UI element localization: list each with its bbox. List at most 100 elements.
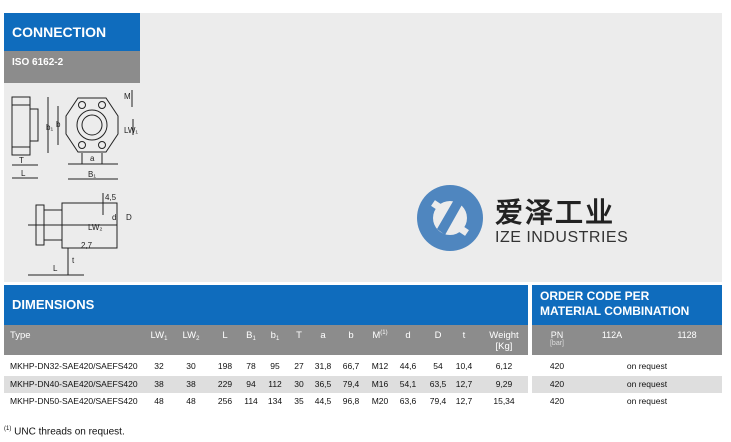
table-cell: 9,29 [495,378,513,389]
svg-text:b: b [56,120,61,129]
column-header: M(1) [372,330,388,342]
table-cell: M16 [371,378,389,389]
table-cell: 63,6 [399,396,417,406]
svg-text:L: L [53,264,58,273]
table-cell: 35 [294,396,304,406]
table-cell: 79,4 [429,396,447,406]
table-cell: 94 [246,378,256,389]
column-header: a [320,330,326,341]
table-cell: 36,5 [314,378,332,389]
svg-text:D: D [126,213,132,222]
table-cell: 12,7 [455,378,473,389]
logo-chinese-text: 爱泽工业 [495,197,616,228]
table-row: MKHP-DN50-SAE420/SAEFS420 48 48 256 114 134 35… [4,393,528,410]
table-cell: 30 [294,378,304,389]
svg-text:B₁: B₁ [88,170,96,179]
table-cell: MKHP-DN32-SAE420/SAEFS420 [10,361,138,371]
footnote: (1) UNC threads on request. [4,426,125,437]
col-1128-header: 1128 [677,330,697,340]
table-cell: 96,8 [342,396,360,406]
table-cell: 114 [244,396,258,406]
order-code-value: on request [626,361,668,371]
column-header: LW2 [182,330,200,342]
svg-text:a: a [90,154,95,163]
table-cell: M12 [371,361,389,371]
table-cell: 38 [186,378,196,389]
svg-text:LW₂: LW₂ [88,223,103,232]
order-code-row: 420 on request [532,358,722,375]
table-cell: 256 [217,396,233,406]
table-cell: MKHP-DN50-SAE420/SAEFS420 [10,396,138,406]
footnote-text: UNC threads on request. [14,426,125,438]
table-row: MKHP-DN32-SAE420/SAEFS420 32 30 198 78 95 27 31… [4,358,528,375]
pn-value: 420 [549,396,565,406]
order-code-row: 420 on request [532,393,722,410]
svg-text:2,7: 2,7 [81,241,93,250]
svg-text:4,5: 4,5 [105,193,117,202]
table-cell: 134 [267,396,283,406]
svg-text:t: t [72,256,75,265]
svg-text:d: d [112,213,116,222]
table-cell: 38 [154,378,164,389]
column-header: L [222,330,228,341]
order-code-row: 420 on request [532,375,722,393]
logo-english-text: IZE INDUSTRIES [495,229,629,246]
logo-mark-icon [417,185,483,251]
table-cell: 54 [433,361,443,371]
table-cell: 66,7 [342,361,360,371]
table-cell: 10,4 [455,361,473,371]
table-cell: 54,1 [399,378,417,389]
table-cell: 48 [154,396,164,406]
pn-unit: [bar] [549,340,564,347]
order-code-value: on request [626,378,668,389]
table-cell: 198 [217,361,233,371]
pn-header: PN [550,330,564,340]
order-code-value: on request [626,396,668,406]
table-cell: 12,7 [455,396,473,406]
column-header: b1 [270,330,280,342]
column-header: T [296,330,302,341]
table-cell: 79,4 [342,378,360,389]
connection-type-title: CONNECTION TYPE [4,13,140,78]
table-cell: 63,5 [429,378,447,389]
column-header: t [462,330,466,341]
table-cell: MKHP-DN40-SAE420/SAEFS420 [10,378,138,389]
table-cell: 229 [217,378,233,389]
dimensions-title: DIMENSIONS [4,285,528,325]
table-cell: 30 [186,361,196,371]
connection-standard: ISO 6162-2 [4,51,140,83]
order-code-header-row: PN [bar] 112A 1128 [532,325,722,355]
col-112a-header: 112A [601,330,623,340]
order-code-title-line2: MATERIAL COMBINATION [540,304,690,318]
table-row: MKHP-DN40-SAE420/SAEFS420 38 38 229 94 112 30 3… [4,375,528,393]
table-cell: 32 [154,361,164,371]
table-cell: 78 [246,361,256,371]
column-header: d [405,330,411,341]
svg-text:M: M [124,92,131,101]
svg-text:T: T [19,156,24,165]
table-cell: 95 [270,361,280,371]
column-header: Type [10,330,31,341]
table-cell: 31,8 [314,361,332,371]
column-header: Weight [Kg] [489,330,519,352]
column-header: B1 [246,330,256,342]
pn-value: 420 [549,378,565,389]
svg-text:b₁: b₁ [46,123,53,132]
column-header: LW1 [150,330,168,342]
table-cell: 6,12 [495,361,513,371]
table-cell: 15,34 [493,396,515,406]
table-cell: 112 [268,378,282,389]
table-cell: 27 [294,361,304,371]
order-code-title-line1: ORDER CODE PER [540,289,650,303]
table-cell: 44,6 [399,361,417,371]
table-cell: 44,5 [314,396,332,406]
footnote-mark: (1) [4,426,12,432]
table-cell: M20 [371,396,389,406]
pn-value: 420 [549,361,565,371]
order-code-title: ORDER CODE PER MATERIAL COMBINATION [532,285,722,325]
column-header: b [348,330,354,341]
ize-logo: 爱泽工业 IZE INDUSTRIES [415,183,645,263]
column-header: D [434,330,442,341]
